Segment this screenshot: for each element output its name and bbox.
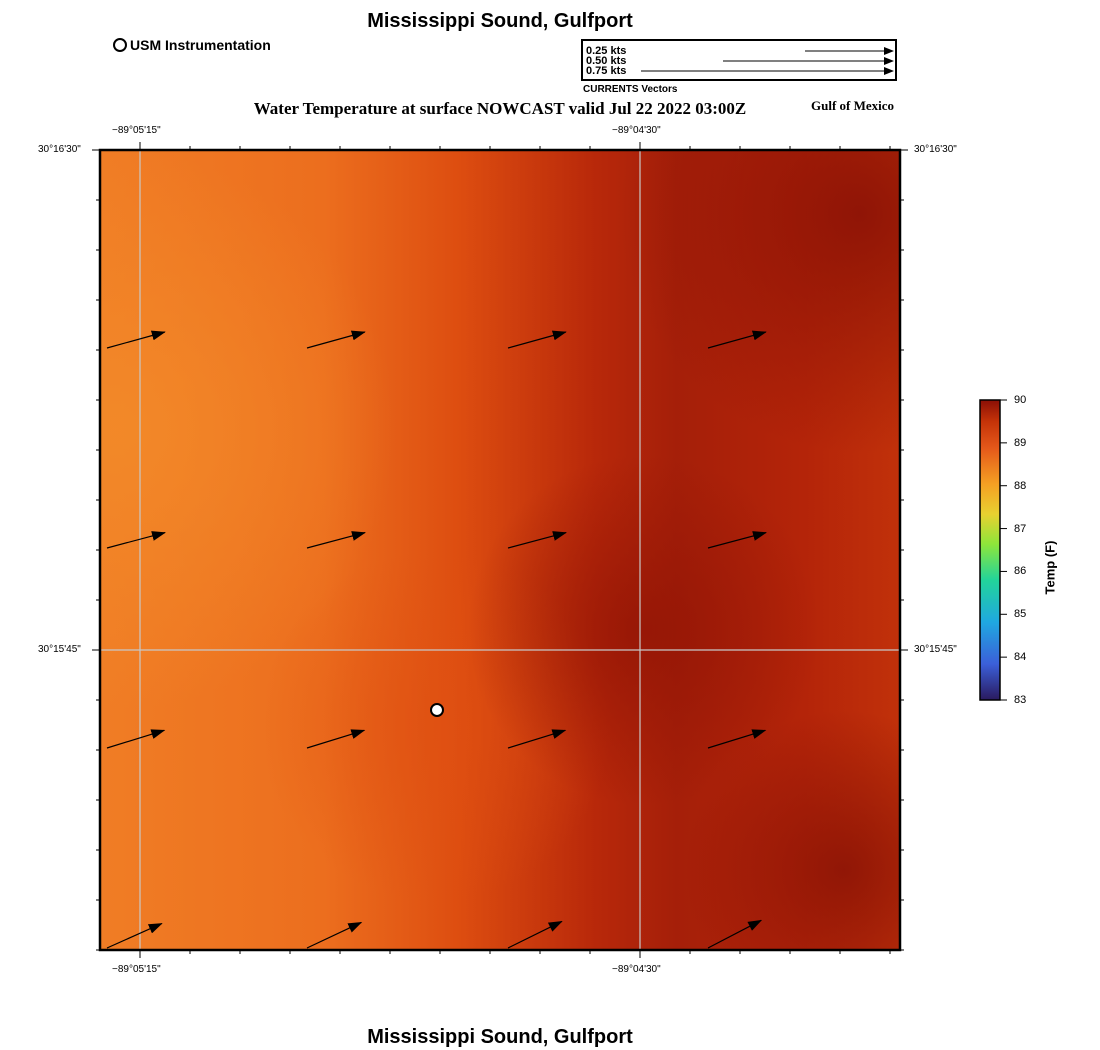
current-vector-arrow (306, 729, 366, 749)
current-vector-arrow (106, 531, 166, 549)
graticule (100, 150, 900, 950)
current-vector-arrow (707, 919, 763, 949)
region-label: Gulf of Mexico (811, 98, 895, 113)
map-title: Mississippi Sound, Gulfport (367, 10, 633, 32)
vector-scale-title: CURRENTS Vectors (583, 84, 678, 95)
current-vector-arrow (106, 922, 163, 949)
lon-tick-label: −89°05'15" (112, 125, 161, 136)
vector-key-label: 0.25 kts (586, 45, 627, 57)
colorbar-title: Temp (F) (1042, 540, 1058, 595)
colorbar-label: 84 (1014, 651, 1027, 663)
vector-key-label: 0.75 kts (586, 65, 627, 77)
lon-tick-label: −89°04'30" (612, 125, 661, 136)
colorbar-label: 86 (1014, 565, 1027, 577)
current-vector-arrow (106, 729, 166, 749)
colorbar (979, 399, 1007, 701)
vector-key-label: 0.50 kts (586, 55, 627, 67)
colorbar-label: 83 (1014, 694, 1027, 706)
current-vector-arrow (306, 921, 363, 949)
vector-key-arrows (641, 47, 894, 75)
lon-tick-label: −89°05'15" (112, 964, 161, 975)
current-vector-arrow (707, 729, 767, 749)
current-vector-arrow (306, 531, 366, 549)
current-vector-arrow (507, 330, 567, 349)
current-vector-arrow (507, 729, 567, 749)
temperature-field (100, 150, 900, 950)
lat-tick-label: 30°15'45" (38, 644, 81, 655)
frame-ticks (92, 142, 908, 958)
current-vector-arrow (707, 531, 767, 549)
lat-tick-label: 30°16'30" (38, 144, 81, 155)
lon-tick-label: −89°04'30" (612, 964, 661, 975)
current-vector-arrow (507, 920, 563, 949)
current-vector-arrow (507, 531, 567, 549)
footer-title: Mississippi Sound, Gulfport (367, 1026, 633, 1048)
colorbar-label: 90 (1014, 394, 1027, 406)
colorbar-label: 87 (1014, 523, 1027, 535)
current-vector-arrow (106, 330, 166, 349)
vector-scale-box: 0.25 kts 0.50 kts 0.75 kts (581, 39, 897, 81)
lat-tick-label: 30°15'45" (914, 644, 957, 655)
current-vector-arrow (707, 330, 767, 349)
current-vectors (106, 330, 767, 949)
current-vector-arrow (306, 330, 366, 349)
station-marker (430, 703, 444, 717)
map-subtitle: Water Temperature at surface NOWCAST val… (253, 99, 747, 118)
station-legend: USM Instrumentation (113, 37, 271, 53)
colorbar-label: 85 (1014, 608, 1027, 620)
station-marker-icon (113, 38, 127, 52)
station-legend-label: USM Instrumentation (130, 37, 271, 53)
colorbar-label: 88 (1014, 480, 1027, 492)
colorbar-label: 89 (1014, 437, 1027, 449)
lat-tick-label: 30°16'30" (914, 144, 957, 155)
colorbar-ramp (979, 399, 1001, 701)
